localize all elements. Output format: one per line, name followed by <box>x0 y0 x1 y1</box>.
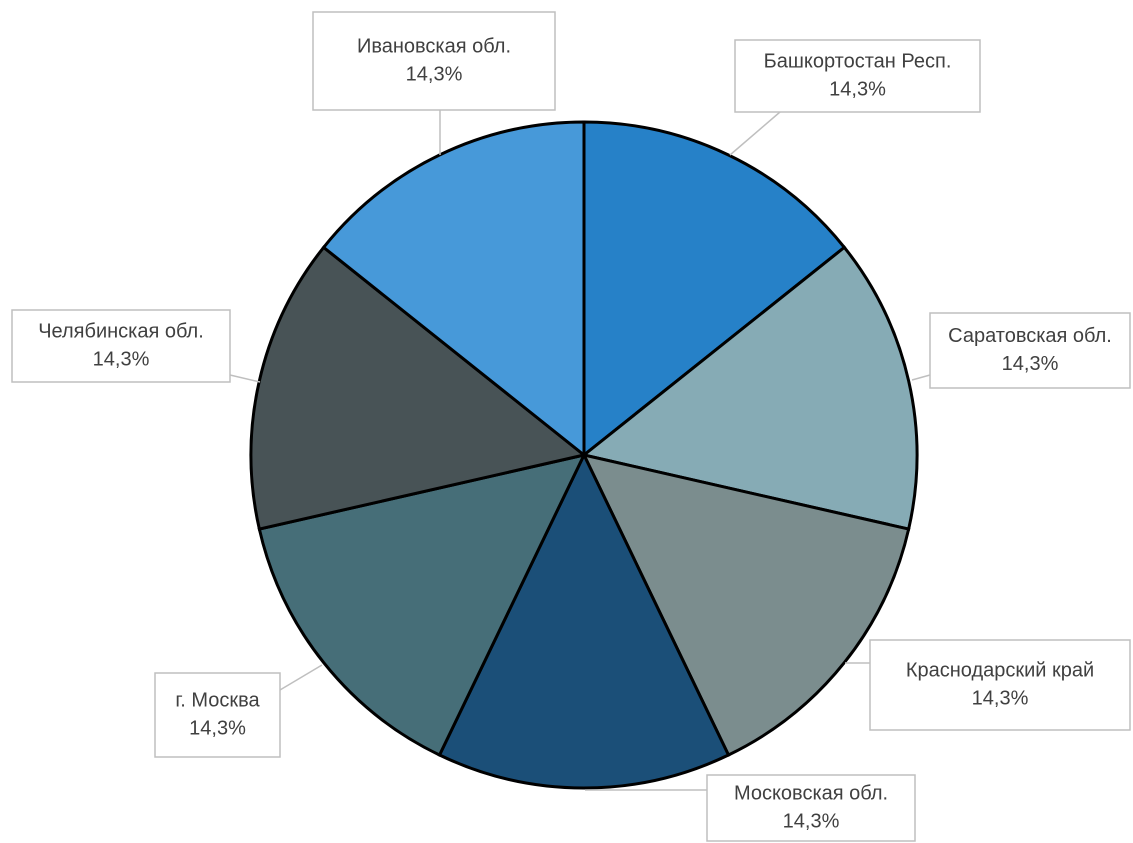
leader-line <box>229 374 261 383</box>
category-label: Башкортостан Респ. <box>764 50 952 72</box>
label-box <box>706 774 916 842</box>
pie-slice <box>437 451 731 790</box>
value-label: 14,3% <box>406 63 463 85</box>
pie-slice <box>580 245 919 531</box>
label-box <box>154 672 281 758</box>
label-box <box>929 312 1131 389</box>
value-label: 14,3% <box>1002 353 1059 375</box>
value-label: 14,3% <box>93 348 150 370</box>
value-label: 14,3% <box>189 717 246 739</box>
value-label: 14,3% <box>972 687 1029 709</box>
category-label: Ивановская обл. <box>357 35 511 57</box>
category-label: Челябинская обл. <box>38 320 204 342</box>
label-box <box>11 309 231 383</box>
label-box <box>312 11 556 111</box>
category-label: Краснодарский край <box>906 659 1094 681</box>
leader-line <box>279 664 323 691</box>
value-label: 14,3% <box>783 810 840 832</box>
category-label: г. Москва <box>175 689 260 711</box>
label-box <box>734 39 981 113</box>
leader-line <box>911 374 931 381</box>
pie-slice <box>249 245 588 531</box>
pie-slice <box>257 452 587 758</box>
value-label: 14,3% <box>829 78 886 100</box>
leader-line <box>729 111 781 156</box>
category-label: Московская обл. <box>734 782 888 804</box>
category-label: Саратовская обл. <box>948 325 1112 347</box>
pie-slice <box>581 452 911 758</box>
pie-slice <box>582 120 847 459</box>
label-box <box>869 639 1131 731</box>
